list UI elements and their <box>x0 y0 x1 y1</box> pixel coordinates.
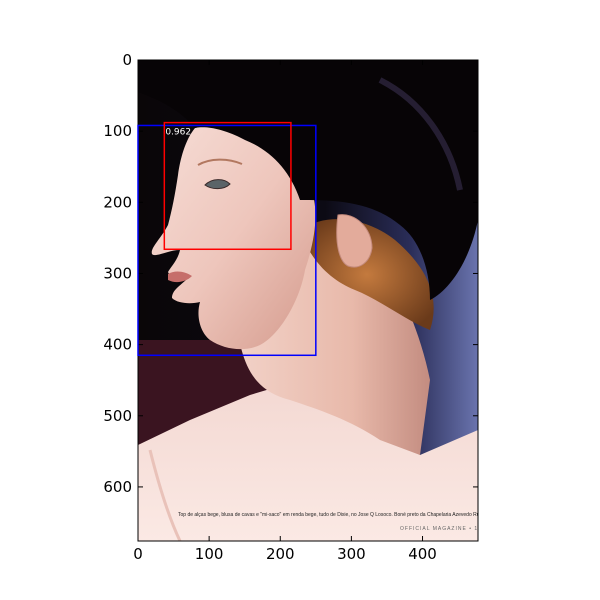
x-tick-label: 200 <box>266 545 295 563</box>
photo-eyebrow <box>197 158 243 166</box>
photo-face <box>151 126 316 350</box>
photo: Top de alças bege, blusa de cavas e "mi-… <box>138 60 483 541</box>
photo-ear <box>336 214 373 268</box>
y-tick-label: 0 <box>122 51 132 69</box>
photo-hair <box>300 219 434 330</box>
photo-strap <box>148 449 182 541</box>
photo-eye <box>204 179 231 190</box>
x-tick-label: 100 <box>195 545 224 563</box>
y-tick-label: 400 <box>103 336 132 354</box>
y-tick-label: 200 <box>103 193 132 211</box>
detection-boxes: 0.962 <box>137 121 317 357</box>
photo-hat <box>138 60 478 300</box>
photo-lips <box>168 271 192 283</box>
x-tick-label: 0 <box>133 545 143 563</box>
y-tick-label: 300 <box>103 264 132 282</box>
y-tick-label: 600 <box>103 478 132 496</box>
detection-score-label: 0.962 <box>165 128 191 138</box>
y-tick-label: 500 <box>103 407 132 425</box>
photo-clothing <box>138 380 478 541</box>
x-tick-label: 400 <box>408 545 437 563</box>
axis-ticks: 0 100 200 300 400 0 100 200 300 400 500 600 <box>103 51 478 563</box>
photo-footer: OFFICIAL MAGAZINE • 18 <box>400 526 482 532</box>
photo-hat-highlight <box>378 77 463 191</box>
x-tick-label: 300 <box>337 545 366 563</box>
photo-caption: Top de alças bege, blusa de cavas e "mi-… <box>178 512 483 518</box>
body-box <box>137 124 317 357</box>
face-box <box>163 121 292 251</box>
y-tick-label: 100 <box>103 122 132 140</box>
